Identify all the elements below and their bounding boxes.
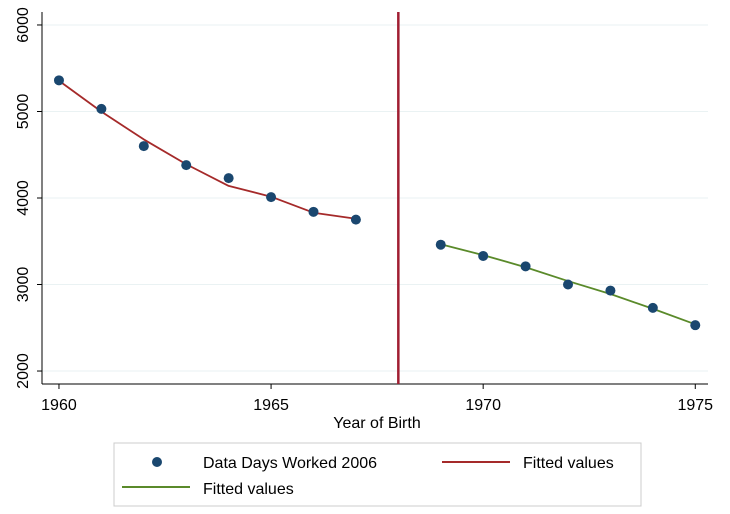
y-tick-label-6000: 6000 (15, 7, 32, 43)
x-tick-label-1970: 1970 (465, 397, 501, 414)
legend-label-fitted-red: Fitted values (523, 455, 614, 472)
data-point-1965 (266, 192, 277, 203)
y-tick-label-3000: 3000 (15, 267, 32, 303)
y-tick-label-2000: 2000 (15, 353, 32, 389)
data-point-1961 (96, 103, 107, 114)
x-axis-title: Year of Birth (333, 415, 420, 432)
x-tick-label-1960: 1960 (41, 397, 77, 414)
data-point-1974 (647, 302, 658, 313)
data-point-1963 (181, 160, 192, 171)
legend-label-fitted-green: Fitted values (203, 481, 294, 498)
y-tick-label-4000: 4000 (15, 180, 32, 216)
y-tick-label-5000: 5000 (15, 94, 32, 130)
data-point-1964 (223, 173, 234, 184)
data-point-1962 (138, 141, 149, 152)
data-point-1969 (435, 239, 446, 250)
legend: Data Days Worked 2006 Fitted values Fitt… (113, 442, 642, 507)
data-point-1966 (308, 206, 319, 217)
legend-marker-data (152, 457, 162, 467)
data-point-1970 (478, 250, 489, 261)
data-point-1975 (690, 320, 701, 331)
data-point-1973 (605, 285, 616, 296)
legend-box (113, 442, 642, 507)
data-point-1972 (563, 279, 574, 290)
data-point-1971 (520, 261, 531, 272)
x-tick-label-1975: 1975 (677, 397, 713, 414)
legend-label-data: Data Days Worked 2006 (203, 455, 377, 472)
data-point-1960 (53, 75, 64, 86)
x-tick-label-1965: 1965 (253, 397, 289, 414)
gridlines (42, 24, 708, 372)
data-point-1967 (350, 214, 361, 225)
data-points (53, 75, 701, 331)
fitted-line-1 (58, 80, 357, 220)
y-axis: 2000 3000 4000 5000 6000 (15, 7, 43, 389)
x-axis: 1960 1965 1970 1975 (41, 383, 713, 414)
